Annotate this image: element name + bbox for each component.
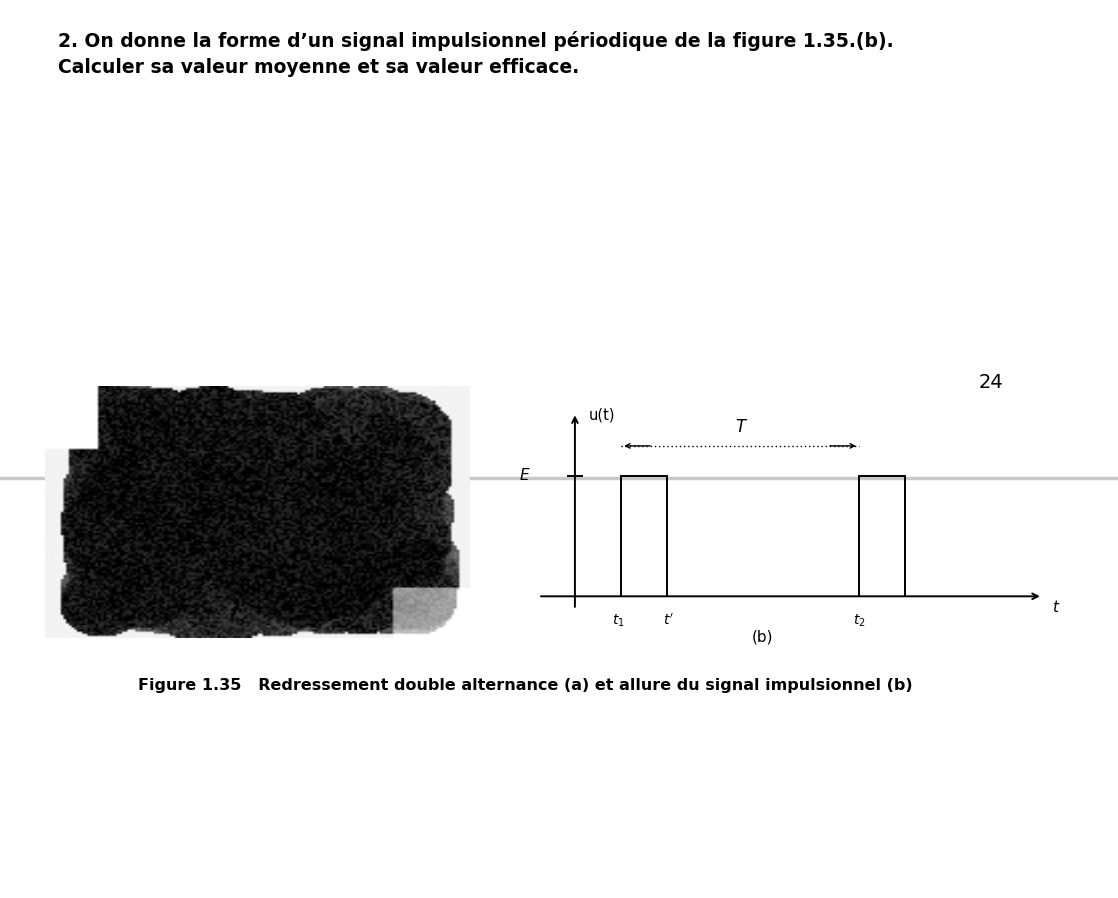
Text: t: t [1052,601,1058,615]
Text: Calculer sa valeur moyenne et sa valeur efficace.: Calculer sa valeur moyenne et sa valeur … [58,58,579,77]
Text: $t_2$: $t_2$ [853,613,865,629]
Text: Figure 1.35   Redressement double alternance (a) et allure du signal impulsionne: Figure 1.35 Redressement double alternan… [139,678,912,693]
Text: 2. On donne la forme d’un signal impulsionnel périodique de la figure 1.35.(b).: 2. On donne la forme d’un signal impulsi… [58,31,893,51]
Text: $t_1$: $t_1$ [613,613,625,629]
Text: (b): (b) [752,629,774,645]
Text: T: T [735,418,745,436]
Text: E: E [520,469,529,483]
Text: u(t): u(t) [589,408,615,422]
Text: $t'$: $t'$ [663,613,674,629]
Text: 24: 24 [978,373,1003,392]
